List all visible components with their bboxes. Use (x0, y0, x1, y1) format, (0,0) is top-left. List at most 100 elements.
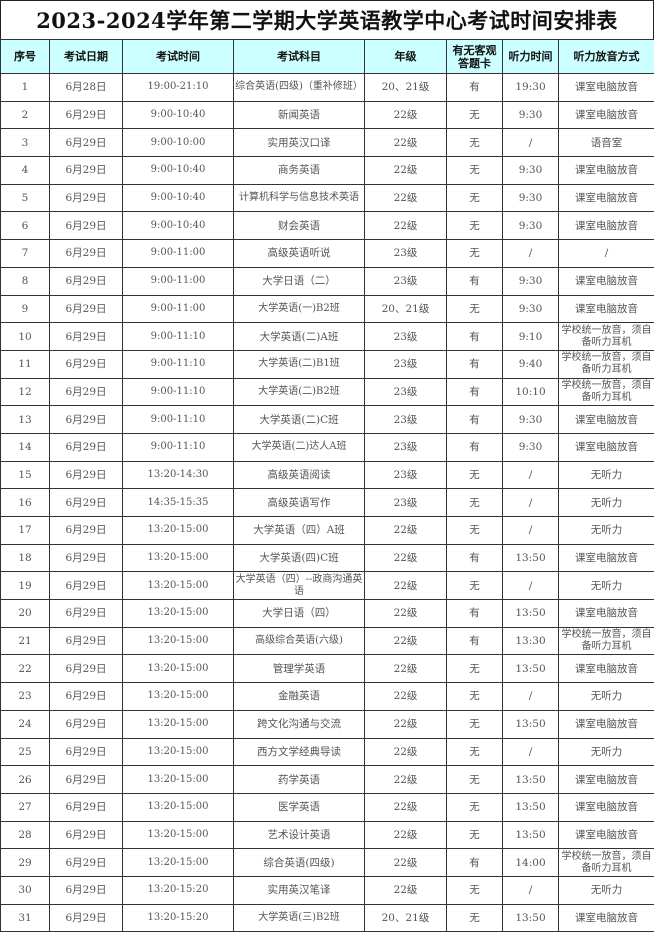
cell-index: 8 (0, 266, 50, 296)
cell-listening-method: 无听力 (558, 488, 654, 517)
cell-answer-card: 无 (446, 488, 503, 517)
cell-index: 4 (0, 156, 50, 185)
page-title: 2023-2024学年第二学期大学英语教学中心考试时间安排表 (0, 0, 654, 39)
cell-listening-method: 课室电脑放音 (558, 654, 654, 684)
cell-grade: 22级 (364, 100, 447, 130)
cell-exam-time: 9:00-10:40 (122, 183, 234, 213)
cell-listening-method: 课室电脑放音 (558, 405, 654, 434)
cell-listening-time: 13:50 (502, 543, 559, 573)
cell-grade: 22级 (364, 211, 447, 241)
cell-answer-card: 有 (446, 377, 503, 407)
cell-index: 2 (0, 100, 50, 130)
cell-subject: 大学英语(二)达人A班 (233, 432, 365, 462)
cell-exam-time: 9:00-10:00 (122, 128, 234, 158)
cell-exam-date: 6月29日 (49, 377, 123, 407)
cell-exam-time: 13:20-15:00 (122, 599, 234, 628)
cell-index: 31 (0, 903, 50, 933)
table-row: 17 6月29日 13:20-15:00 大学英语（四）A班 22级无 / 无听力 (0, 516, 654, 545)
cell-listening-time: / (502, 682, 559, 711)
cell-grade: 20、21级 (364, 903, 447, 933)
cell-index: 28 (0, 820, 50, 850)
cell-grade: 22级 (364, 820, 447, 850)
cell-grade: 22级 (364, 654, 447, 684)
column-header-listening-method: 听力放音方式 (558, 39, 654, 74)
cell-listening-time: 9:30 (502, 156, 559, 185)
cell-index: 9 (0, 294, 50, 324)
cell-index: 7 (0, 239, 50, 268)
cell-index: 13 (0, 405, 50, 434)
cell-grade: 23级 (364, 488, 447, 517)
cell-answer-card: 有 (446, 73, 503, 102)
cell-index: 26 (0, 765, 50, 794)
cell-exam-time: 9:00-10:40 (122, 211, 234, 241)
cell-listening-method: 学校统一放音，须自备听力耳机 (558, 377, 654, 407)
exam-schedule-table: 序号 考试日期 考试时间 考试科目 年级 有无客观答题卡 听力时间 听力放音方式 1 6月28日… (0, 39, 654, 933)
cell-exam-date: 6月29日 (49, 432, 123, 462)
cell-index: 10 (0, 322, 50, 351)
cell-listening-method: 课室电脑放音 (558, 294, 654, 324)
cell-subject: 实用英汉口译 (233, 128, 365, 158)
cell-index: 18 (0, 543, 50, 573)
cell-grade: 22级 (364, 516, 447, 545)
cell-subject: 医学英语 (233, 792, 365, 822)
cell-exam-time: 9:00-11:10 (122, 405, 234, 434)
cell-listening-method: 学校统一放音，须自备听力耳机 (558, 626, 654, 656)
cell-answer-card: 有 (446, 848, 503, 877)
cell-grade: 22级 (364, 156, 447, 185)
cell-subject: 新闻英语 (233, 100, 365, 130)
cell-answer-card: 无 (446, 128, 503, 158)
cell-listening-time: 13:30 (502, 626, 559, 656)
cell-answer-card: 有 (446, 432, 503, 462)
cell-subject: 财会英语 (233, 211, 365, 241)
cell-exam-date: 6月29日 (49, 626, 123, 656)
cell-answer-card: 无 (446, 239, 503, 268)
cell-exam-date: 6月29日 (49, 875, 123, 905)
table-row: 10 6月29日 9:00-11:10 大学英语(二)A班 23级有 9:10 学校统一放音… (0, 322, 654, 351)
cell-listening-time: 19:30 (502, 73, 559, 102)
cell-listening-method: 无听力 (558, 875, 654, 905)
cell-listening-method: 课室电脑放音 (558, 543, 654, 573)
cell-index: 15 (0, 460, 50, 490)
cell-listening-method: 课室电脑放音 (558, 156, 654, 185)
table-row: 21 6月29日 13:20-15:00 高级综合英语(六级) 22级有 13:30 学校统… (0, 626, 654, 656)
cell-exam-date: 6月29日 (49, 765, 123, 794)
cell-index: 3 (0, 128, 50, 158)
cell-index: 16 (0, 488, 50, 517)
cell-listening-method: 课室电脑放音 (558, 792, 654, 822)
cell-answer-card: 无 (446, 875, 503, 905)
cell-exam-date: 6月29日 (49, 654, 123, 684)
cell-subject: 金融英语 (233, 682, 365, 711)
cell-answer-card: 无 (446, 211, 503, 241)
cell-listening-time: 14:00 (502, 848, 559, 877)
cell-subject: 大学日语（二） (233, 266, 365, 296)
cell-listening-method: 课室电脑放音 (558, 820, 654, 850)
column-header-index: 序号 (0, 39, 50, 74)
cell-exam-time: 13:20-15:00 (122, 682, 234, 711)
cell-grade: 23级 (364, 239, 447, 268)
cell-answer-card: 无 (446, 654, 503, 684)
table-row: 16 6月29日 14:35-15:35 高级英语写作 23级无 / 无听力 (0, 488, 654, 517)
cell-exam-time: 9:00-10:40 (122, 156, 234, 185)
cell-exam-time: 13:20-15:00 (122, 709, 234, 739)
cell-listening-time: 13:50 (502, 820, 559, 850)
cell-answer-card: 无 (446, 709, 503, 739)
cell-listening-method: 课室电脑放音 (558, 211, 654, 241)
cell-listening-time: / (502, 737, 559, 767)
cell-subject: 大学英语(一)B2班 (233, 294, 365, 324)
cell-exam-date: 6月29日 (49, 543, 123, 573)
cell-index: 21 (0, 626, 50, 656)
cell-index: 5 (0, 183, 50, 213)
cell-grade: 23级 (364, 322, 447, 351)
cell-exam-date: 6月29日 (49, 183, 123, 213)
cell-index: 25 (0, 737, 50, 767)
cell-listening-method: 课室电脑放音 (558, 73, 654, 102)
cell-exam-date: 6月29日 (49, 294, 123, 324)
column-header-listening-time: 听力时间 (502, 39, 559, 74)
cell-listening-method: 课室电脑放音 (558, 599, 654, 628)
cell-answer-card: 无 (446, 792, 503, 822)
cell-exam-time: 13:20-15:00 (122, 765, 234, 794)
table-row: 18 6月29日 13:20-15:00 大学英语(四)C班 22级有 13:50 课室电脑… (0, 543, 654, 573)
table-row: 14 6月29日 9:00-11:10 大学英语(二)达人A班 23级有 9:30 课室电脑… (0, 432, 654, 462)
cell-index: 19 (0, 571, 50, 601)
cell-listening-method: 课室电脑放音 (558, 709, 654, 739)
